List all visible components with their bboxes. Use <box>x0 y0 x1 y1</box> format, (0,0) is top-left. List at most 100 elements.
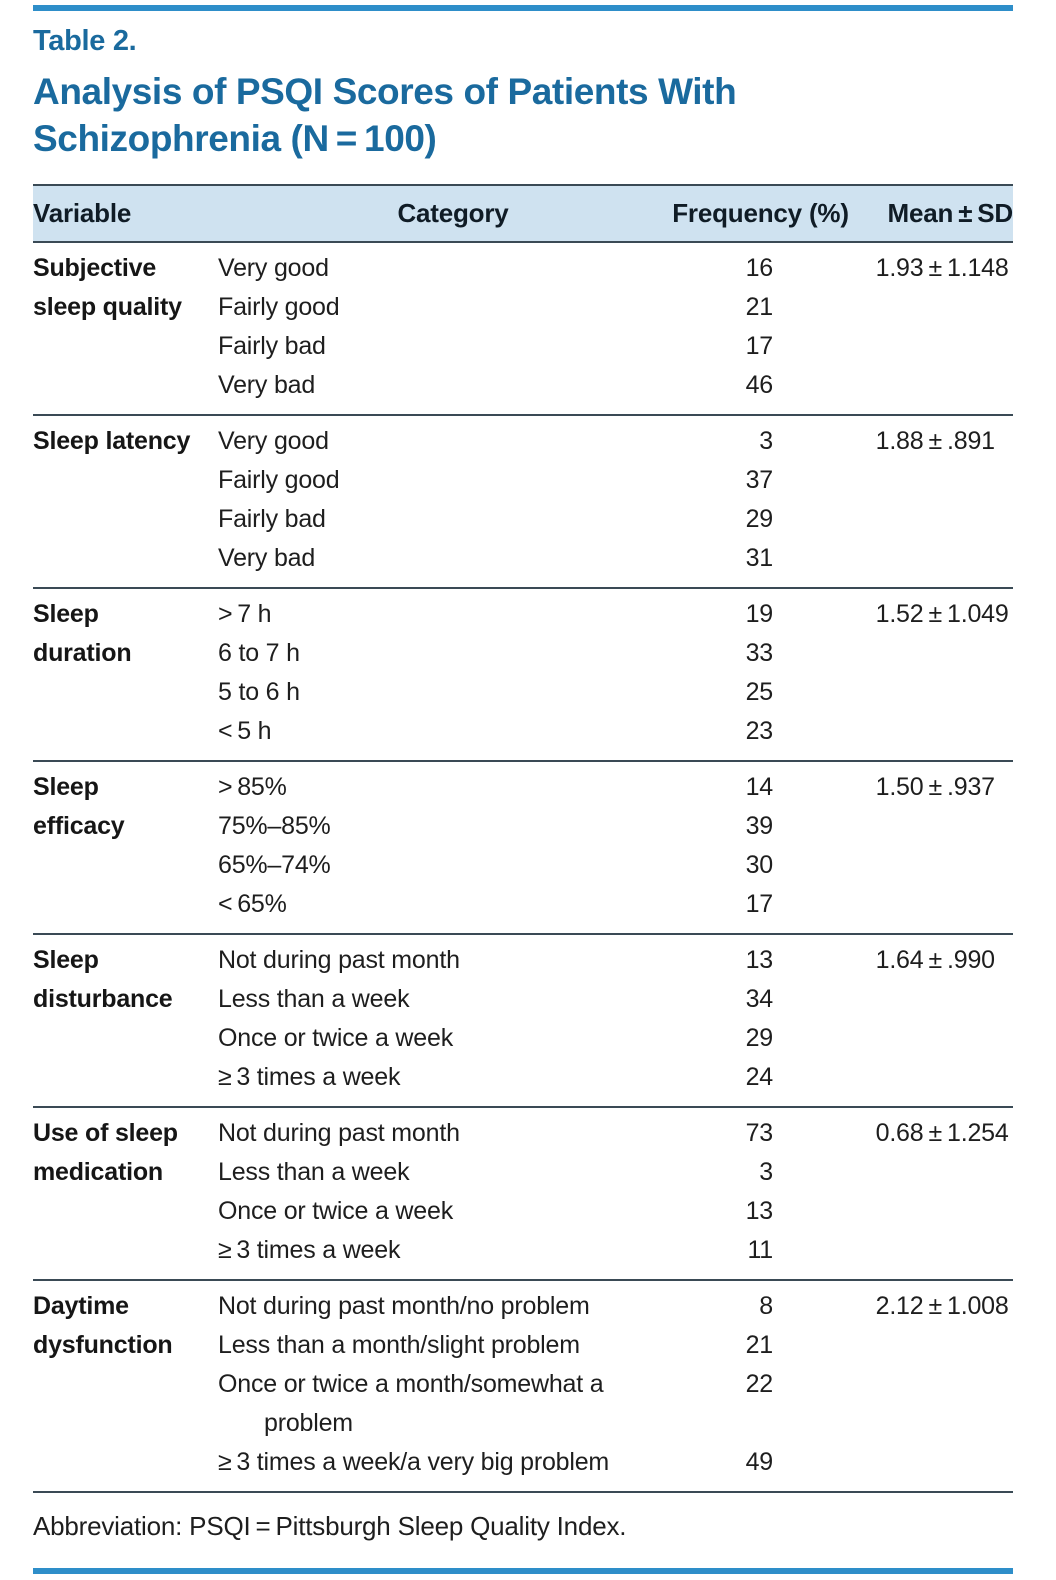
category-frequency-rows: Very good 16 Fairly good 21 Fairly bad 17 Very… <box>218 249 833 405</box>
category-cell: Once or twice a month/somewhat a problem <box>218 1370 604 1437</box>
table-row: Very good 3 <box>218 422 833 461</box>
table-row: ≥ 3 times a week 11 <box>218 1231 833 1270</box>
bottom-accent-bar <box>33 1568 1013 1574</box>
sd-value: 1.254 <box>947 1119 1009 1147</box>
frequency-cell: 8 <box>759 1292 773 1320</box>
header-variable: Variable <box>33 198 132 228</box>
table-row: Once or twice a week 29 <box>218 1019 833 1058</box>
frequency-cell: 13 <box>745 946 774 974</box>
frequency-cell: 24 <box>745 1063 774 1091</box>
table-row: 6 to 7 h 33 <box>218 634 833 673</box>
variable-cell: Sleep efficacy <box>33 773 125 840</box>
category-cell: ≥ 3 times a week/a very big problem <box>218 1448 610 1476</box>
table-row: Once or twice a week 13 <box>218 1192 833 1231</box>
table-row: < 5 h 23 <box>218 712 833 751</box>
table-row: > 85% 14 <box>218 768 833 807</box>
table-row: Not during past month 73 <box>218 1114 833 1153</box>
category-cell: Very bad <box>218 371 316 399</box>
frequency-cell: 73 <box>745 1119 774 1147</box>
plus-minus-sign: ± <box>928 1292 942 1320</box>
footnote: Abbreviation: PSQI = Pittsburgh Sleep Qu… <box>33 1511 627 1541</box>
sd-value: 1.008 <box>947 1292 1009 1320</box>
frequency-cell: 33 <box>745 639 774 667</box>
variable-cell: Sleep disturbance <box>33 946 173 1013</box>
table-row: Less than a week 34 <box>218 980 833 1019</box>
frequency-cell: 30 <box>745 851 774 879</box>
table-group: Subjective sleep quality Very good 16 Fairl… <box>33 243 1013 416</box>
category-cell: 5 to 6 h <box>218 678 300 706</box>
category-cell: Less than a week <box>218 985 410 1013</box>
table-body: Subjective sleep quality Very good 16 Fairl… <box>33 243 1013 1493</box>
category-frequency-rows: > 85% 14 75%–85% 39 65%–74% 30 < 65% 17 <box>218 768 833 924</box>
mean-value: 1.88 <box>875 427 924 455</box>
table-group: Sleep efficacy > 85% 14 75%–85% 39 65%–74% 30 <… <box>33 762 1013 935</box>
category-cell: > 85% <box>218 773 287 801</box>
variable-cell: Sleep duration <box>33 600 132 667</box>
table-row: Less than a month/slight problem 21 <box>218 1326 833 1365</box>
plus-minus-sign: ± <box>928 254 942 282</box>
header-frequency: Frequency (%) <box>672 198 849 228</box>
table-row: Very bad 31 <box>218 539 833 578</box>
table-group: Sleep duration > 7 h 19 6 to 7 h 33 5 to 6 h 2… <box>33 589 1013 762</box>
table-title: Analysis of PSQI Scores of Patients With… <box>33 71 737 159</box>
frequency-cell: 46 <box>745 371 774 399</box>
category-cell: Not during past month/no problem <box>218 1292 590 1320</box>
category-cell: < 5 h <box>218 717 272 745</box>
plus-minus-sign: ± <box>928 427 942 455</box>
category-cell: Less than a month/slight problem <box>218 1331 580 1359</box>
table-group: Sleep latency Very good 3 Fairly good 37 Fair… <box>33 416 1013 589</box>
sd-value: 1.148 <box>947 254 1009 282</box>
category-frequency-rows: Not during past month 13 Less than a week 3… <box>218 941 833 1097</box>
frequency-cell: 23 <box>745 717 774 745</box>
mean-sd-cell: 1.64 ± .990 <box>833 941 1013 980</box>
category-cell: > 7 h <box>218 600 272 628</box>
table-row: ≥ 3 times a week 24 <box>218 1058 833 1097</box>
frequency-cell: 17 <box>745 890 774 918</box>
variable-cell: Sleep latency <box>33 427 191 455</box>
plus-minus-sign: ± <box>928 1119 942 1147</box>
category-frequency-rows: > 7 h 19 6 to 7 h 33 5 to 6 h 25 < 5 h 23 <box>218 595 833 751</box>
mean-value: 1.64 <box>875 946 924 974</box>
table-row: 5 to 6 h 25 <box>218 673 833 712</box>
sd-value: .990 <box>947 946 995 974</box>
frequency-cell: 25 <box>745 678 774 706</box>
mean-value: 2.12 <box>875 1292 924 1320</box>
frequency-cell: 39 <box>745 812 774 840</box>
category-cell: 65%–74% <box>218 851 331 879</box>
table-row: Very good 16 <box>218 249 833 288</box>
mean-sd-cell: 1.52 ±1.049 <box>833 595 1013 634</box>
category-cell: Very bad <box>218 544 316 572</box>
variable-cell: Use of sleep medication <box>33 1119 178 1186</box>
frequency-cell: 37 <box>745 466 774 494</box>
category-frequency-rows: Not during past month 73 Less than a week 3… <box>218 1114 833 1270</box>
table-row: Not during past month 13 <box>218 941 833 980</box>
frequency-cell: 16 <box>745 254 774 282</box>
plus-minus-sign: ± <box>928 946 942 974</box>
table-group: Sleep disturbance Not during past month 13… <box>33 935 1013 1108</box>
frequency-cell: 3 <box>759 427 773 455</box>
header-mean-sd: Mean ± SD <box>887 198 1014 228</box>
frequency-cell: 19 <box>745 600 774 628</box>
frequency-cell: 29 <box>745 1024 774 1052</box>
sd-value: .891 <box>947 427 995 455</box>
mean-sd-cell: 0.68 ±1.254 <box>833 1114 1013 1153</box>
table-row: 75%–85% 39 <box>218 807 833 846</box>
variable-cell: Subjective sleep quality <box>33 254 182 321</box>
mean-value: 1.50 <box>875 773 924 801</box>
category-cell: Fairly good <box>218 466 340 494</box>
mean-sd-cell: 2.12 ±1.008 <box>833 1287 1013 1326</box>
table-figure: Table 2. Analysis of PSQI Scores of Pati… <box>33 0 1013 1580</box>
top-accent-bar <box>33 5 1013 11</box>
category-cell: Fairly good <box>218 293 340 321</box>
frequency-cell: 31 <box>745 544 774 572</box>
category-frequency-rows: Very good 3 Fairly good 37 Fairly bad 29 Very … <box>218 422 833 578</box>
plus-minus-sign: ± <box>928 773 942 801</box>
table-label: Table 2. <box>33 25 137 57</box>
table-row: ≥ 3 times a week/a very big problem 49 <box>218 1443 833 1482</box>
mean-value: 1.93 <box>875 254 924 282</box>
category-frequency-rows: Not during past month/no problem 8 Less th… <box>218 1287 833 1482</box>
table-row: < 65% 17 <box>218 885 833 924</box>
table-group: Use of sleep medication Not during past m… <box>33 1108 1013 1281</box>
frequency-cell: 21 <box>745 293 774 321</box>
